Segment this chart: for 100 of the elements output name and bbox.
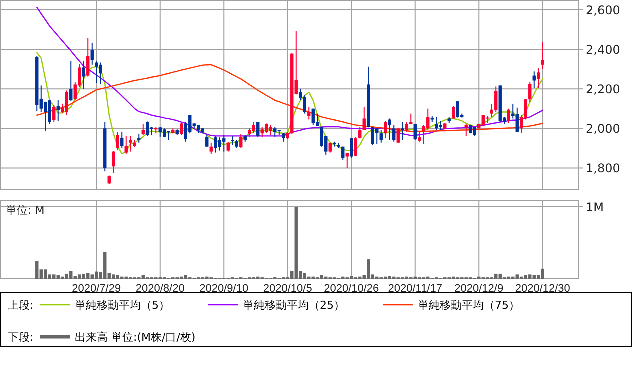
candlestick [396,128,400,144]
candlestick [516,107,519,133]
bar [350,276,354,279]
candlestick [354,137,358,156]
candlestick [120,132,124,149]
line-series [36,52,544,155]
candlestick [342,146,345,160]
legend-label: 出来高 単位:(M株/口/枚) [75,331,196,344]
bar [78,274,82,279]
y-tick-label: 2,200 [586,82,620,97]
candlestick [99,62,102,85]
candlestick [392,124,396,142]
candlestick [371,126,374,146]
x-tick-label: 2020/12/9 [454,283,504,295]
x-tick-label: 2020/11/17 [388,283,442,295]
bar [320,275,324,279]
candlestick [388,118,392,141]
bar [44,270,48,279]
candlestick [260,126,264,138]
candlestick [95,60,98,84]
bar [494,274,498,279]
candlestick [180,122,184,136]
bar [82,274,86,279]
candlestick [426,108,430,131]
x-tick-label: 2020/7/29 [72,283,122,295]
bar [56,275,60,279]
candlestick [414,124,417,141]
candlestick [328,142,332,154]
candlestick [206,134,209,148]
candlestick [90,42,94,66]
legend-title: 上段: [8,299,34,312]
candlestick [528,82,532,103]
candlestick [452,106,456,120]
candlestick [124,136,128,154]
candlestick [456,101,460,118]
candlestick [112,150,116,174]
candlestick [70,60,73,102]
y-tick-label: 1M [586,200,604,214]
candlestick [116,132,120,151]
candlestick [473,126,476,137]
candlestick [410,113,413,125]
y-tick-label: 1,800 [586,162,620,176]
bar [142,275,145,279]
y-tick-label: 2,400 [586,42,620,57]
candlestick [146,121,150,137]
candlestick [346,152,349,169]
candlestick [312,108,315,126]
candlestick [240,134,243,149]
bar [532,275,536,279]
bar [367,260,370,279]
legend: 下段: 出来高 単位:(M株/口/枚) [8,331,196,344]
candlestick [362,106,366,131]
bar [65,274,68,279]
candlestick [494,86,498,113]
bar [524,275,528,279]
candlestick [48,99,52,125]
candlestick [222,134,226,152]
candlestick [129,136,132,152]
x-tick-label: 2020/9/10 [200,283,249,295]
bar [36,260,39,279]
candlestick [532,71,536,89]
candlestick [269,124,272,136]
candlestick [86,38,90,78]
bar [498,274,502,279]
x-tick-label: 2020/12/30 [515,283,570,295]
candlestick [401,122,404,141]
candlestick [158,126,162,138]
bar [116,275,120,279]
bar [541,268,544,279]
legend-label: 単純移動平均（25） [243,299,345,312]
candlestick [210,142,213,154]
candlestick [142,124,145,136]
x-tick-label: 2020/8/20 [136,283,185,295]
candlestick [56,100,60,122]
bar [90,274,94,279]
candlestick [350,138,354,159]
candlestick [541,41,544,70]
annotation: 単位: M [6,204,45,217]
candlestick [303,95,306,114]
x-tick-label: 2020/10/26 [324,283,380,295]
candlestick [376,128,379,145]
bar [112,274,116,279]
candlestick [52,104,56,123]
candlestick [82,60,86,90]
candlestick [65,90,68,116]
candlestick [167,130,170,141]
bar [70,271,73,279]
candlestick [418,132,422,142]
candlestick [44,101,48,132]
bar [528,274,532,279]
candlestick [507,108,510,124]
candlestick [384,120,388,140]
candlestick [316,113,320,127]
legend-label: 単純移動平均（5） [75,299,170,312]
bar [104,252,107,279]
candlestick [218,137,222,152]
candlestick [256,122,260,138]
candlestick [274,126,277,138]
bar [95,272,98,279]
y-tick-label: 2,600 [586,3,620,18]
